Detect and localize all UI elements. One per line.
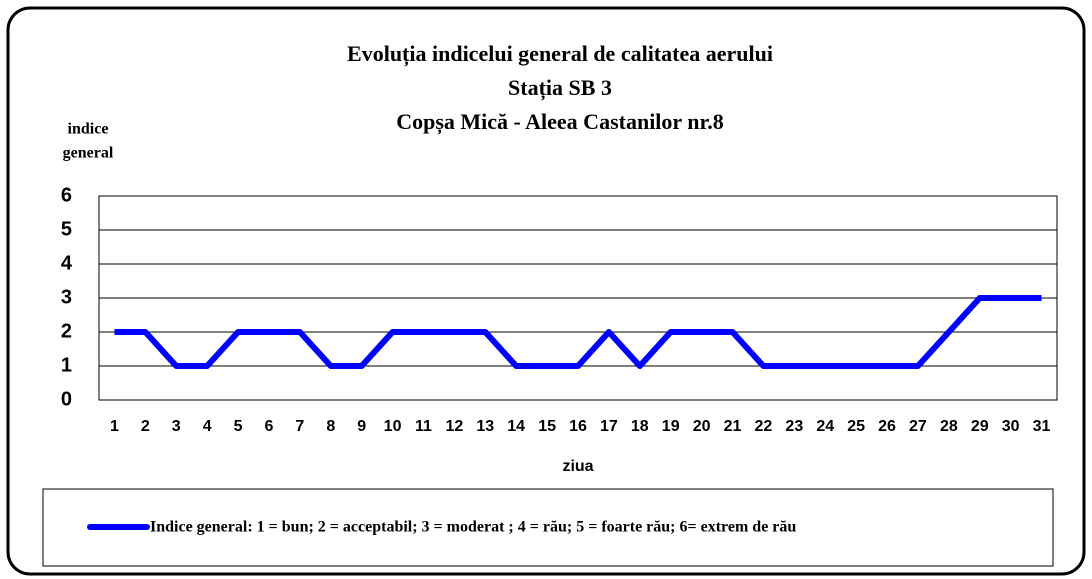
x-axis-label: ziua bbox=[562, 458, 593, 475]
x-tick-label: 12 bbox=[445, 418, 463, 435]
x-tick-label: 22 bbox=[755, 418, 773, 435]
x-tick-label: 23 bbox=[785, 418, 803, 435]
y-axis-label: general bbox=[63, 145, 114, 162]
x-tick-label: 14 bbox=[507, 418, 525, 435]
legend-label: Indice general: 1 = bun; 2 = acceptabil;… bbox=[150, 519, 796, 536]
x-tick-label: 18 bbox=[631, 418, 649, 435]
x-tick-label: 5 bbox=[234, 418, 243, 435]
y-tick-label: 4 bbox=[61, 252, 73, 274]
x-tick-label: 13 bbox=[476, 418, 494, 435]
x-tick-label: 15 bbox=[538, 418, 556, 435]
x-tick-label: 26 bbox=[878, 418, 896, 435]
chart-title: Stația SB 3 bbox=[508, 75, 612, 101]
data-line bbox=[114, 295, 1042, 369]
x-tick-label: 19 bbox=[662, 418, 680, 435]
x-tick-label: 16 bbox=[569, 418, 587, 435]
y-tick-label: 2 bbox=[61, 320, 72, 342]
x-tick-label: 24 bbox=[816, 418, 834, 435]
x-tick-label: 29 bbox=[971, 418, 989, 435]
x-tick-label: 4 bbox=[203, 418, 212, 435]
x-tick-label: 8 bbox=[326, 418, 335, 435]
x-tick-label: 27 bbox=[909, 418, 927, 435]
legend-box bbox=[42, 488, 1054, 567]
y-axis-label: indice bbox=[68, 121, 109, 138]
x-tick-label: 2 bbox=[141, 418, 150, 435]
y-tick-label: 6 bbox=[61, 184, 72, 206]
x-tick-label: 11 bbox=[415, 418, 432, 435]
x-tick-label: 1 bbox=[110, 418, 119, 435]
chart-title: Evoluția indicelui general de calitatea … bbox=[347, 41, 773, 67]
chart-title: Copșa Mică - Aleea Castanilor nr.8 bbox=[396, 109, 724, 135]
y-tick-label: 0 bbox=[61, 388, 72, 410]
x-tick-label: 7 bbox=[295, 418, 304, 435]
x-tick-label: 25 bbox=[847, 418, 865, 435]
x-tick-label: 6 bbox=[265, 418, 274, 435]
x-tick-label: 28 bbox=[940, 418, 958, 435]
y-tick-label: 5 bbox=[61, 218, 72, 240]
x-tick-label: 31 bbox=[1033, 418, 1051, 435]
x-tick-label: 21 bbox=[724, 418, 742, 435]
x-tick-label: 20 bbox=[693, 418, 711, 435]
x-tick-label: 10 bbox=[384, 418, 402, 435]
y-tick-label: 1 bbox=[61, 354, 72, 376]
y-tick-label: 3 bbox=[61, 286, 72, 308]
x-tick-label: 30 bbox=[1002, 418, 1020, 435]
x-tick-label: 17 bbox=[600, 418, 618, 435]
x-tick-label: 9 bbox=[357, 418, 366, 435]
x-tick-label: 3 bbox=[172, 418, 181, 435]
